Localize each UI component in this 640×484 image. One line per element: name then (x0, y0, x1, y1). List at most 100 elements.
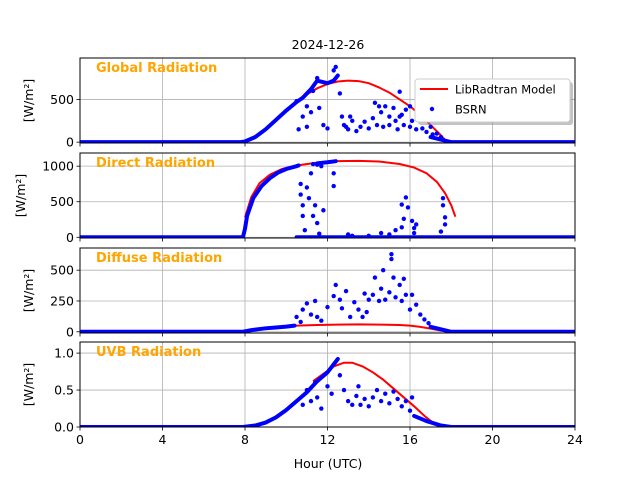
bsrn-point (310, 88, 316, 94)
bsrn-point (321, 208, 326, 213)
bsrn-point (314, 314, 320, 320)
bsrn-point (393, 118, 398, 123)
bsrn-point (296, 127, 301, 132)
bsrn-point (370, 395, 376, 400)
bsrn-trace (80, 357, 340, 427)
bsrn-point (405, 205, 411, 210)
legend-bsrn-swatch (429, 106, 435, 112)
bsrn-point (407, 104, 413, 109)
bsrn-point (314, 75, 320, 81)
bsrn-point (300, 213, 305, 219)
bsrn-point (376, 104, 382, 109)
bsrn-point (345, 232, 351, 237)
bsrn-point (389, 251, 394, 257)
bsrn-point (358, 124, 363, 129)
bsrn-point (298, 319, 303, 325)
bsrn-point (304, 124, 310, 129)
bsrn-point (364, 309, 369, 315)
axes-frame (79, 341, 576, 428)
x-tick-label: 0 (76, 432, 84, 447)
bsrn-point (300, 203, 305, 208)
plot-area (80, 64, 575, 143)
bsrn-point (366, 126, 371, 131)
bsrn-point (366, 233, 371, 238)
bsrn-point (409, 292, 415, 298)
axes-frame (79, 247, 576, 334)
bsrn-point (356, 384, 361, 389)
bsrn-point (300, 402, 305, 408)
plot-area (80, 159, 575, 238)
bsrn-point (395, 127, 400, 132)
bsrn-point (331, 183, 336, 189)
bsrn-point (354, 393, 359, 399)
bsrn-point (380, 124, 386, 129)
bsrn-point (298, 181, 303, 187)
bsrn-point (300, 307, 305, 312)
bsrn-point (383, 391, 388, 396)
bsrn-point (413, 222, 419, 227)
bsrn-point (387, 122, 392, 128)
bsrn-point (440, 203, 446, 208)
bsrn-point (360, 314, 365, 320)
bsrn-point (399, 404, 404, 409)
x-tick-label: 4 (159, 432, 167, 447)
bsrn-point (393, 295, 398, 300)
bsrn-point (389, 256, 394, 262)
bsrn-point (387, 401, 392, 406)
bsrn-point (370, 116, 376, 121)
y-tick-label: 0.5 (54, 383, 74, 398)
bsrn-point (399, 202, 404, 207)
bsrn-point (312, 298, 318, 304)
bsrn-point (366, 404, 371, 409)
bsrn-point (430, 132, 435, 137)
bsrn-point (347, 314, 353, 320)
bsrn-point (407, 408, 413, 413)
bsrn-point (337, 91, 343, 96)
bsrn-point (304, 301, 310, 306)
bsrn-point (352, 300, 357, 305)
bsrn-point (319, 406, 324, 411)
bsrn-point (424, 129, 429, 135)
bsrn-point (413, 302, 419, 307)
bsrn-point (397, 282, 402, 288)
bsrn-point (362, 396, 367, 402)
bsrn-point (383, 297, 388, 302)
legend-box (414, 78, 571, 123)
bsrn-trace (315, 159, 338, 166)
bsrn-point (409, 118, 415, 123)
bsrn-point (350, 402, 355, 408)
legend-label-bsrn: BSRN (455, 103, 487, 117)
bsrn-point (317, 231, 322, 236)
bsrn-point (376, 298, 382, 304)
bsrn-point (304, 104, 310, 109)
bsrn-point (380, 267, 386, 273)
bsrn-point (331, 293, 336, 299)
bsrn-point (399, 298, 404, 304)
bsrn-point (310, 213, 316, 219)
bsrn-point (372, 100, 378, 106)
bsrn-point (403, 107, 409, 112)
panel-1: 0 500 1000 Direct Radiation [W/m²] (13, 152, 576, 245)
panel-title: Diffuse Radiation (96, 251, 222, 266)
bsrn-point (350, 118, 355, 123)
bsrn-point (409, 218, 415, 224)
x-tick-label: 16 (402, 432, 418, 447)
bsrn-point (343, 288, 349, 294)
bsrn-point (370, 292, 376, 298)
bsrn-point (438, 134, 444, 140)
y-tick-label: 1000 (42, 159, 74, 174)
bsrn-point (308, 110, 314, 115)
bsrn-point (403, 292, 409, 298)
bsrn-point (434, 131, 440, 136)
bsrn-point (354, 128, 359, 134)
bsrn-trace (428, 135, 575, 143)
bsrn-point (306, 195, 312, 201)
legend: LibRadtran Model BSRN (414, 78, 573, 125)
bsrn-point (325, 304, 330, 310)
bsrn-point (298, 192, 303, 197)
bsrn-point (399, 112, 404, 118)
bsrn-point (302, 227, 308, 233)
bsrn-point (378, 110, 384, 115)
panel-2: 0 250 500 Diffuse Radiation [W/m²] (21, 247, 576, 339)
